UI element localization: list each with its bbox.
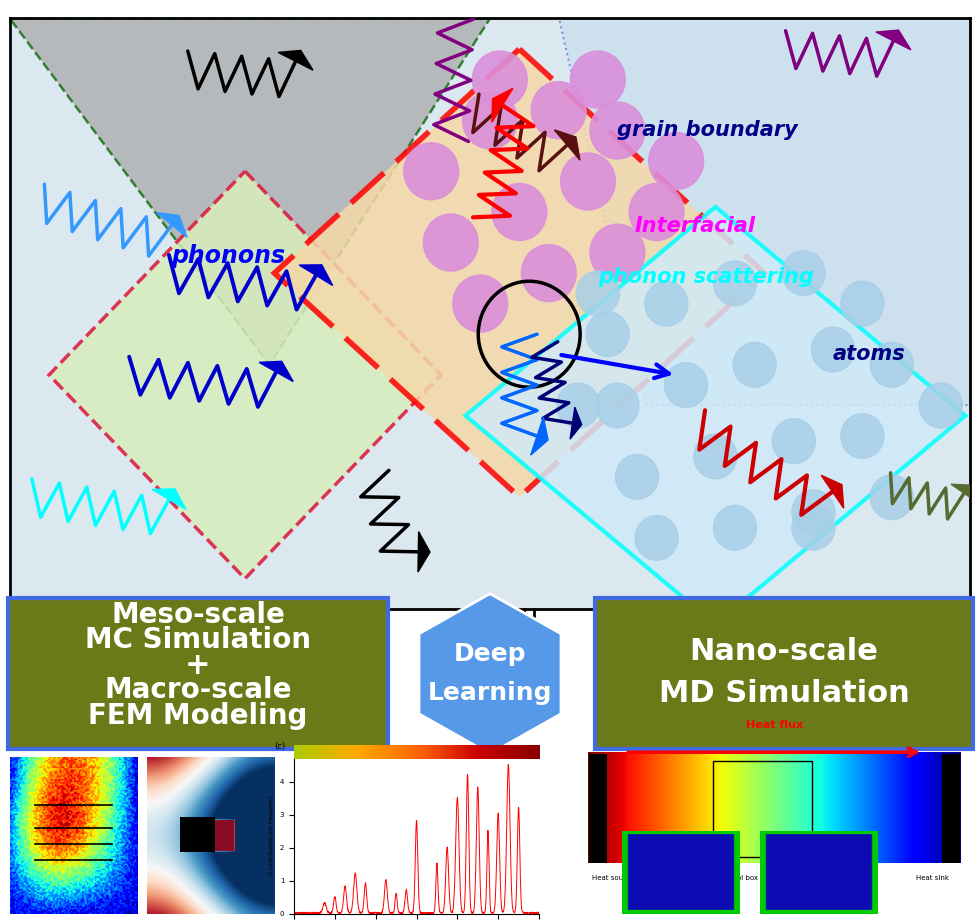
Text: Nano-scale: Nano-scale — [690, 637, 878, 665]
Circle shape — [811, 327, 855, 372]
Text: MC Simulation: MC Simulation — [85, 626, 311, 653]
Text: MD Simulation: MD Simulation — [659, 678, 909, 708]
Circle shape — [792, 490, 835, 534]
Circle shape — [561, 153, 615, 210]
Circle shape — [733, 342, 776, 387]
Polygon shape — [559, 18, 970, 405]
Polygon shape — [274, 49, 764, 497]
Circle shape — [649, 133, 704, 189]
Circle shape — [576, 271, 619, 316]
Circle shape — [570, 51, 625, 108]
Text: Learning: Learning — [427, 681, 553, 705]
Circle shape — [870, 342, 913, 387]
Polygon shape — [417, 532, 430, 572]
Text: atoms: atoms — [833, 343, 906, 364]
Circle shape — [841, 282, 884, 326]
Circle shape — [664, 363, 708, 408]
Bar — [179, 817, 216, 852]
Circle shape — [635, 515, 678, 560]
Circle shape — [590, 102, 645, 159]
Polygon shape — [531, 417, 548, 455]
Text: Heat sink: Heat sink — [915, 875, 949, 881]
Polygon shape — [555, 130, 580, 161]
Polygon shape — [570, 407, 582, 439]
Circle shape — [713, 505, 757, 550]
Circle shape — [531, 81, 586, 138]
Polygon shape — [821, 475, 844, 509]
Y-axis label: G contribution per frequency: G contribution per frequency — [270, 796, 274, 875]
Polygon shape — [157, 212, 187, 237]
Polygon shape — [299, 265, 332, 285]
Bar — [589, 754, 608, 865]
Polygon shape — [10, 18, 490, 365]
Text: (c): (c) — [274, 742, 285, 751]
Polygon shape — [952, 485, 977, 502]
Text: grain boundary: grain boundary — [617, 120, 798, 139]
Text: FEM Modeling: FEM Modeling — [88, 701, 308, 730]
FancyBboxPatch shape — [8, 597, 388, 749]
Circle shape — [590, 224, 645, 282]
Text: Heat flux: Heat flux — [746, 720, 803, 730]
Polygon shape — [49, 172, 441, 579]
Circle shape — [615, 454, 659, 499]
Polygon shape — [259, 361, 293, 381]
Circle shape — [492, 184, 547, 241]
Text: Meso-scale: Meso-scale — [111, 601, 285, 629]
Polygon shape — [419, 593, 561, 754]
Circle shape — [453, 275, 508, 332]
Circle shape — [870, 474, 913, 520]
Circle shape — [919, 383, 962, 428]
Polygon shape — [278, 51, 313, 70]
FancyBboxPatch shape — [595, 597, 973, 749]
Bar — [943, 754, 961, 865]
Polygon shape — [876, 30, 910, 50]
Text: phonons: phonons — [172, 244, 285, 268]
Text: Control box: Control box — [718, 875, 759, 881]
Polygon shape — [152, 489, 186, 509]
Circle shape — [404, 143, 459, 199]
Circle shape — [645, 282, 688, 326]
Polygon shape — [492, 89, 513, 122]
Bar — [712, 761, 812, 857]
Text: phonon scattering: phonon scattering — [598, 268, 813, 287]
Circle shape — [694, 434, 737, 479]
Circle shape — [596, 383, 639, 428]
Circle shape — [792, 505, 835, 550]
Circle shape — [772, 419, 815, 463]
Text: Deep: Deep — [454, 642, 526, 666]
Circle shape — [472, 51, 527, 108]
Circle shape — [841, 414, 884, 459]
Circle shape — [521, 245, 576, 302]
Circle shape — [629, 184, 684, 241]
Circle shape — [782, 251, 825, 295]
Text: Macro-scale: Macro-scale — [104, 677, 292, 704]
Text: +: + — [185, 652, 211, 680]
Text: Interfacial: Interfacial — [635, 216, 756, 236]
Polygon shape — [466, 207, 965, 625]
Circle shape — [557, 383, 600, 428]
Circle shape — [713, 261, 757, 306]
Circle shape — [423, 214, 478, 271]
Circle shape — [586, 312, 629, 356]
Circle shape — [463, 91, 517, 149]
Text: Heat source: Heat source — [592, 875, 634, 881]
